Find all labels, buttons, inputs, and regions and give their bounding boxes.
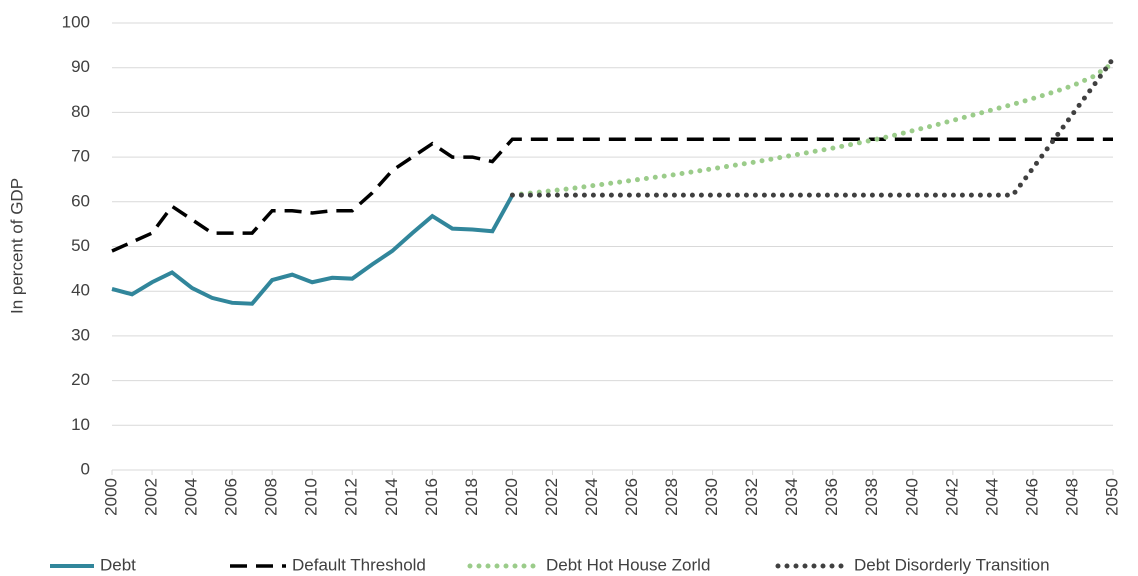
y-axis-label: In percent of GDP [7,178,26,314]
x-tick-label: 2016 [422,478,441,516]
x-tick-label: 2026 [622,478,641,516]
series-line [509,60,1116,198]
x-tick-label: 2008 [262,478,281,516]
x-tick-label: 2032 [742,478,761,516]
y-tick-label: 100 [62,12,90,31]
x-tick-label: 2010 [302,478,321,516]
x-tick-label: 2040 [902,478,921,516]
x-tick-label: 2002 [142,478,161,516]
y-tick-label: 20 [71,370,90,389]
x-tick-label: 2018 [462,478,481,516]
x-tick-label: 2050 [1102,478,1121,516]
x-tick-label: 2036 [822,478,841,516]
x-tick-label: 2004 [182,478,201,516]
y-tick-label: 70 [71,147,90,166]
x-tick-label: 2048 [1062,478,1081,516]
x-tick-label: 2046 [1022,478,1041,516]
x-tick-label: 2012 [342,478,361,516]
x-tick-label: 2024 [582,478,601,516]
series-line [509,56,1116,198]
y-tick-label: 30 [71,325,90,344]
y-tick-label: 80 [71,102,90,121]
legend-label: Debt Disorderly Transition [854,555,1050,574]
x-tick-label: 2020 [502,478,521,516]
legend-label: Debt [100,555,136,574]
legend-label: Default Threshold [292,555,426,574]
legend-label: Debt Hot House Zorld [546,555,710,574]
x-tick-label: 2030 [702,478,721,516]
x-tick-label: 2038 [862,478,881,516]
y-tick-label: 90 [71,57,90,76]
x-tick-label: 2014 [382,478,401,516]
x-tick-label: 2028 [662,478,681,516]
series-line [111,194,515,306]
y-tick-label: 60 [71,191,90,210]
x-tick-label: 2022 [542,478,561,516]
x-tick-label: 2034 [782,478,801,516]
y-tick-label: 0 [81,459,90,478]
x-tick-label: 2000 [101,478,120,516]
x-tick-label: 2006 [222,478,241,516]
x-tick-label: 2042 [942,478,961,516]
x-tick-label: 2044 [982,478,1001,516]
y-tick-label: 50 [71,236,90,255]
y-tick-label: 40 [71,281,90,300]
y-tick-label: 10 [71,415,90,434]
series-line [111,137,1113,253]
